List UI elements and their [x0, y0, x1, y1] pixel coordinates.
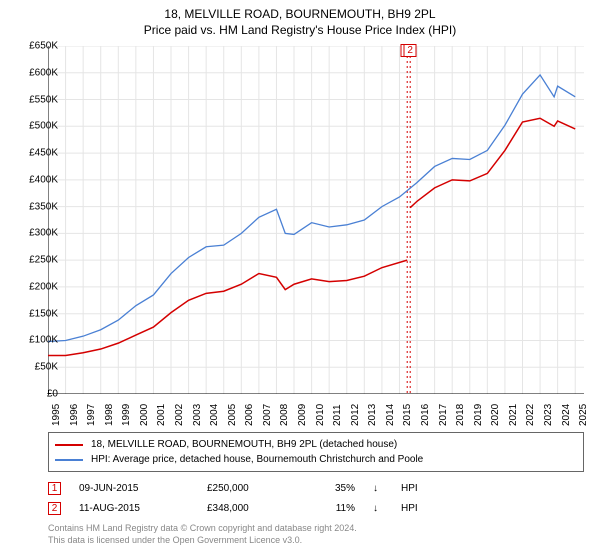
y-tick-label: £400K: [29, 174, 58, 185]
credits-line1: Contains HM Land Registry data © Crown c…: [48, 522, 584, 534]
down-arrow-icon: ↓: [373, 483, 383, 494]
legend-item-hpi: HPI: Average price, detached house, Bour…: [55, 452, 577, 467]
x-tick-label: 2005: [227, 404, 238, 426]
legend-swatch-property: [55, 444, 83, 446]
legend-swatch-hpi: [55, 459, 83, 461]
credits-line2: This data is licensed under the Open Gov…: [48, 534, 584, 546]
sale-row: 1 09-JUN-2015 £250,000 35% ↓ HPI: [48, 478, 584, 498]
sales-table: 1 09-JUN-2015 £250,000 35% ↓ HPI 2 11-AUG-2015 £…: [48, 478, 584, 518]
y-tick-label: £100K: [29, 335, 58, 346]
sale-hpi-label: HPI: [401, 483, 418, 494]
x-tick-label: 2014: [385, 404, 396, 426]
x-tick-label: 2004: [209, 404, 220, 426]
y-tick-label: £450K: [29, 148, 58, 159]
sale-date: 11-AUG-2015: [79, 503, 189, 514]
x-tick-label: 2015: [402, 404, 413, 426]
legend-label-hpi: HPI: Average price, detached house, Bour…: [91, 452, 423, 467]
x-tick-label: 2009: [297, 404, 308, 426]
x-tick-label: 1999: [121, 404, 132, 426]
y-tick-label: £300K: [29, 228, 58, 239]
sale-pct: 35%: [315, 483, 355, 494]
x-tick-label: 1995: [51, 404, 62, 426]
x-tick-label: 2001: [156, 404, 167, 426]
y-tick-label: £50K: [35, 362, 58, 373]
sale-hpi-label: HPI: [401, 503, 418, 514]
title-line1: 18, MELVILLE ROAD, BOURNEMOUTH, BH9 2PL: [0, 6, 600, 22]
x-tick-label: 2016: [420, 404, 431, 426]
x-tick-label: 2019: [473, 404, 484, 426]
y-tick-label: £550K: [29, 94, 58, 105]
y-tick-label: £600K: [29, 67, 58, 78]
sale-date: 09-JUN-2015: [79, 483, 189, 494]
x-tick-label: 2023: [543, 404, 554, 426]
title-line2: Price paid vs. HM Land Registry's House …: [0, 22, 600, 38]
chart: 12: [48, 46, 584, 394]
y-tick-label: £350K: [29, 201, 58, 212]
plot-svg: [48, 46, 584, 394]
x-tick-label: 2013: [367, 404, 378, 426]
legend: 18, MELVILLE ROAD, BOURNEMOUTH, BH9 2PL …: [48, 432, 584, 472]
x-tick-label: 2002: [174, 404, 185, 426]
sale-marker-2: 2: [404, 44, 417, 57]
legend-item-property: 18, MELVILLE ROAD, BOURNEMOUTH, BH9 2PL …: [55, 437, 577, 452]
x-tick-label: 1998: [104, 404, 115, 426]
down-arrow-icon: ↓: [373, 503, 383, 514]
sale-marker-icon: 1: [48, 482, 61, 495]
sale-row: 2 11-AUG-2015 £348,000 11% ↓ HPI: [48, 498, 584, 518]
legend-label-property: 18, MELVILLE ROAD, BOURNEMOUTH, BH9 2PL …: [91, 437, 397, 452]
x-tick-label: 2021: [508, 404, 519, 426]
x-tick-label: 2012: [350, 404, 361, 426]
x-tick-label: 2000: [139, 404, 150, 426]
x-tick-label: 2006: [244, 404, 255, 426]
x-tick-label: 2008: [279, 404, 290, 426]
x-tick-label: 2020: [490, 404, 501, 426]
sale-price: £348,000: [207, 503, 297, 514]
x-tick-label: 2003: [192, 404, 203, 426]
x-tick-label: 2022: [525, 404, 536, 426]
credits: Contains HM Land Registry data © Crown c…: [48, 522, 584, 546]
sale-price: £250,000: [207, 483, 297, 494]
x-tick-label: 2024: [561, 404, 572, 426]
chart-title: 18, MELVILLE ROAD, BOURNEMOUTH, BH9 2PL …: [0, 0, 600, 38]
sale-marker-icon: 2: [48, 502, 61, 515]
y-tick-label: £0: [47, 389, 58, 400]
y-tick-label: £650K: [29, 41, 58, 52]
x-tick-label: 1997: [86, 404, 97, 426]
y-tick-label: £200K: [29, 281, 58, 292]
y-tick-label: £250K: [29, 255, 58, 266]
y-tick-label: £150K: [29, 308, 58, 319]
x-tick-label: 2007: [262, 404, 273, 426]
x-tick-label: 2017: [438, 404, 449, 426]
x-tick-label: 2018: [455, 404, 466, 426]
x-tick-label: 2010: [315, 404, 326, 426]
x-tick-label: 1996: [69, 404, 80, 426]
sale-pct: 11%: [315, 503, 355, 514]
y-tick-label: £500K: [29, 121, 58, 132]
x-tick-label: 2011: [332, 404, 343, 426]
x-tick-label: 2025: [578, 404, 589, 426]
